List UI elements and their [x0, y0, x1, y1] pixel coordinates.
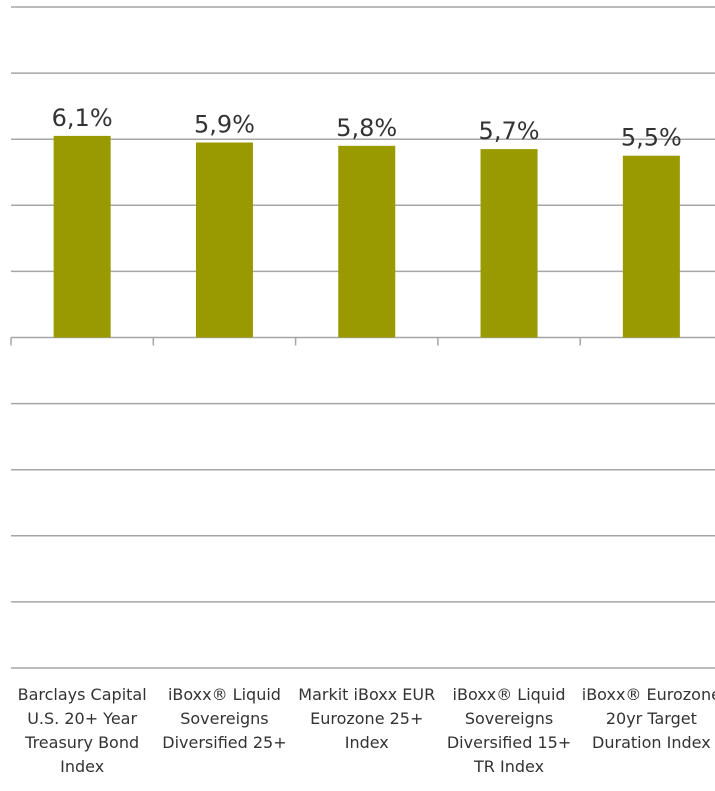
x-tick-label: iBoxx® Liquid Sovereigns Diversified 25+: [162, 685, 287, 752]
bar: [622, 155, 680, 338]
x-tick-label: Barclays Capital U.S. 20+ Year Treasury …: [17, 685, 147, 776]
x-tick-label: iBoxx® Eurozone 20yr Target Duration Ind…: [581, 685, 715, 752]
value-label: 5,5%: [621, 124, 682, 152]
bar: [338, 145, 396, 338]
value-label: 5,9%: [194, 111, 255, 139]
bar: [195, 142, 253, 338]
x-tick-label: Markit iBoxx EUR Eurozone 25+ Index: [298, 685, 436, 752]
value-label: 5,8%: [336, 114, 397, 142]
x-tick-label: iBoxx® Liquid Sovereigns Diversified 15+…: [446, 685, 572, 776]
value-label: 5,7%: [479, 117, 540, 145]
bar: [53, 135, 111, 338]
bar: [480, 149, 538, 338]
value-label: 6,1%: [52, 104, 113, 132]
